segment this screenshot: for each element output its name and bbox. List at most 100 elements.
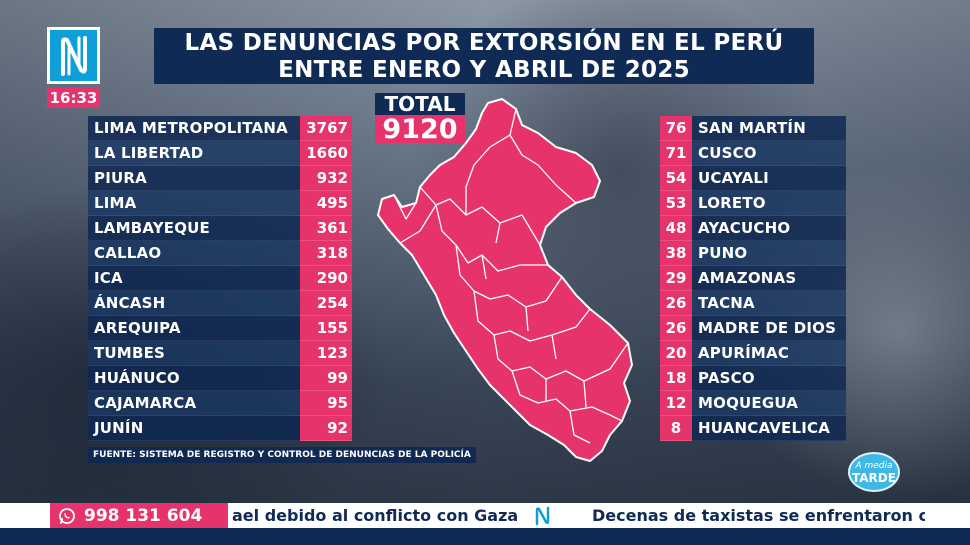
- table-row: 53 LORETO: [660, 191, 846, 216]
- region-name: CALLAO: [88, 241, 300, 266]
- region-name: UCAYALI: [692, 166, 846, 191]
- region-value: 48: [660, 216, 692, 241]
- table-row: 8 HUANCAVELICA: [660, 416, 846, 441]
- table-row: 20 APURÍMAC: [660, 341, 846, 366]
- table-row: LIMA 495: [88, 191, 352, 216]
- table-row: 26 TACNA: [660, 291, 846, 316]
- region-value: 54: [660, 166, 692, 191]
- region-value: 26: [660, 316, 692, 341]
- region-value: 1660: [300, 141, 352, 166]
- program-logo-line-1: A media: [855, 461, 893, 471]
- region-value: 71: [660, 141, 692, 166]
- clock-time: 16:33: [47, 88, 100, 108]
- region-name: TUMBES: [88, 341, 300, 366]
- table-row: ÁNCASH 254: [88, 291, 352, 316]
- region-value: 155: [300, 316, 352, 341]
- region-value: 254: [300, 291, 352, 316]
- region-value: 29: [660, 266, 692, 291]
- region-value: 932: [300, 166, 352, 191]
- region-name: AREQUIPA: [88, 316, 300, 341]
- peru-map-shape: [377, 98, 633, 462]
- region-name: HUANCAVELICA: [692, 416, 846, 441]
- whatsapp-phone-badge: 998 131 604: [50, 503, 228, 528]
- region-name: MADRE DE DIOS: [692, 316, 846, 341]
- region-value: 38: [660, 241, 692, 266]
- table-row: 29 AMAZONAS: [660, 266, 846, 291]
- region-value: 53: [660, 191, 692, 216]
- total-value: 9120: [375, 114, 465, 145]
- region-value: 99: [300, 366, 352, 391]
- table-row: HUÁNUCO 99: [88, 366, 352, 391]
- region-name: CAJAMARCA: [88, 391, 300, 416]
- region-name: PIURA: [88, 166, 300, 191]
- table-row: TUMBES 123: [88, 341, 352, 366]
- region-value: 8: [660, 416, 692, 441]
- table-row: 71 CUSCO: [660, 141, 846, 166]
- ticker-headline-1: ael debido al conflicto con Gaza: [232, 506, 519, 525]
- ticker-separator-logo-icon: [531, 505, 555, 526]
- channel-logo: [47, 27, 100, 84]
- title-line-2: ENTRE ENERO Y ABRIL DE 2025: [278, 57, 690, 83]
- table-row: 26 MADRE DE DIOS: [660, 316, 846, 341]
- table-row: 76 SAN MARTÍN: [660, 116, 846, 141]
- region-name: CUSCO: [692, 141, 846, 166]
- region-name: APURÍMAC: [692, 341, 846, 366]
- region-value: 12: [660, 391, 692, 416]
- phone-number: 998 131 604: [84, 505, 203, 526]
- region-name: LORETO: [692, 191, 846, 216]
- region-value: 18: [660, 366, 692, 391]
- table-row: JUNÍN 92: [88, 416, 352, 441]
- region-value: 20: [660, 341, 692, 366]
- region-value: 361: [300, 216, 352, 241]
- peru-map: [377, 98, 633, 462]
- region-name: LA LIBERTAD: [88, 141, 300, 166]
- region-name: AMAZONAS: [692, 266, 846, 291]
- region-name: ICA: [88, 266, 300, 291]
- region-name: LIMA METROPOLITANA: [88, 116, 300, 141]
- region-name: SAN MARTÍN: [692, 116, 846, 141]
- region-value: 495: [300, 191, 352, 216]
- region-name: ÁNCASH: [88, 291, 300, 316]
- region-value: 92: [300, 416, 352, 441]
- title-line-1: LAS DENUNCIAS POR EXTORSIÓN EN EL PERÚ: [184, 30, 784, 56]
- region-value: 76: [660, 116, 692, 141]
- table-row: LA LIBERTAD 1660: [88, 141, 352, 166]
- left-region-table: LIMA METROPOLITANA 3767 LA LIBERTAD 1660 P…: [88, 116, 352, 441]
- region-name: MOQUEGUA: [692, 391, 846, 416]
- table-row: LIMA METROPOLITANA 3767: [88, 116, 352, 141]
- region-value: 95: [300, 391, 352, 416]
- region-name: LAMBAYEQUE: [88, 216, 300, 241]
- total-label: TOTAL: [375, 92, 465, 116]
- channel-logo-icon: [60, 35, 87, 76]
- table-row: 54 UCAYALI: [660, 166, 846, 191]
- table-row: 38 PUNO: [660, 241, 846, 266]
- region-value: 26: [660, 291, 692, 316]
- page-title: LAS DENUNCIAS POR EXTORSIÓN EN EL PERÚ E…: [154, 28, 814, 84]
- table-row: PIURA 932: [88, 166, 352, 191]
- table-row: CAJAMARCA 95: [88, 391, 352, 416]
- table-row: 18 PASCO: [660, 366, 846, 391]
- region-value: 290: [300, 266, 352, 291]
- table-row: AREQUIPA 155: [88, 316, 352, 341]
- table-row: CALLAO 318: [88, 241, 352, 266]
- region-value: 123: [300, 341, 352, 366]
- peru-region-borders: [393, 108, 629, 444]
- region-name: TACNA: [692, 291, 846, 316]
- ticker-headline-2: Decenas de taxistas se enfrentaron con l: [592, 506, 925, 525]
- bottom-bar: [0, 528, 970, 545]
- region-value: 3767: [300, 116, 352, 141]
- region-name: HUÁNUCO: [88, 366, 300, 391]
- region-name: JUNÍN: [88, 416, 300, 441]
- right-region-table: 76 SAN MARTÍN 71 CUSCO 54 UCAYALI 53 LORETO …: [660, 116, 846, 441]
- whatsapp-icon: [59, 507, 75, 524]
- program-logo: A media TARDE: [848, 452, 900, 492]
- table-row: ICA 290: [88, 266, 352, 291]
- region-name: PUNO: [692, 241, 846, 266]
- region-name: PASCO: [692, 366, 846, 391]
- source-note: FUENTE: SISTEMA DE REGISTRO Y CONTROL DE…: [88, 447, 476, 463]
- region-name: AYACUCHO: [692, 216, 846, 241]
- program-logo-line-2: TARDE: [852, 471, 896, 485]
- table-row: 12 MOQUEGUA: [660, 391, 846, 416]
- region-name: LIMA: [88, 191, 300, 216]
- table-row: LAMBAYEQUE 361: [88, 216, 352, 241]
